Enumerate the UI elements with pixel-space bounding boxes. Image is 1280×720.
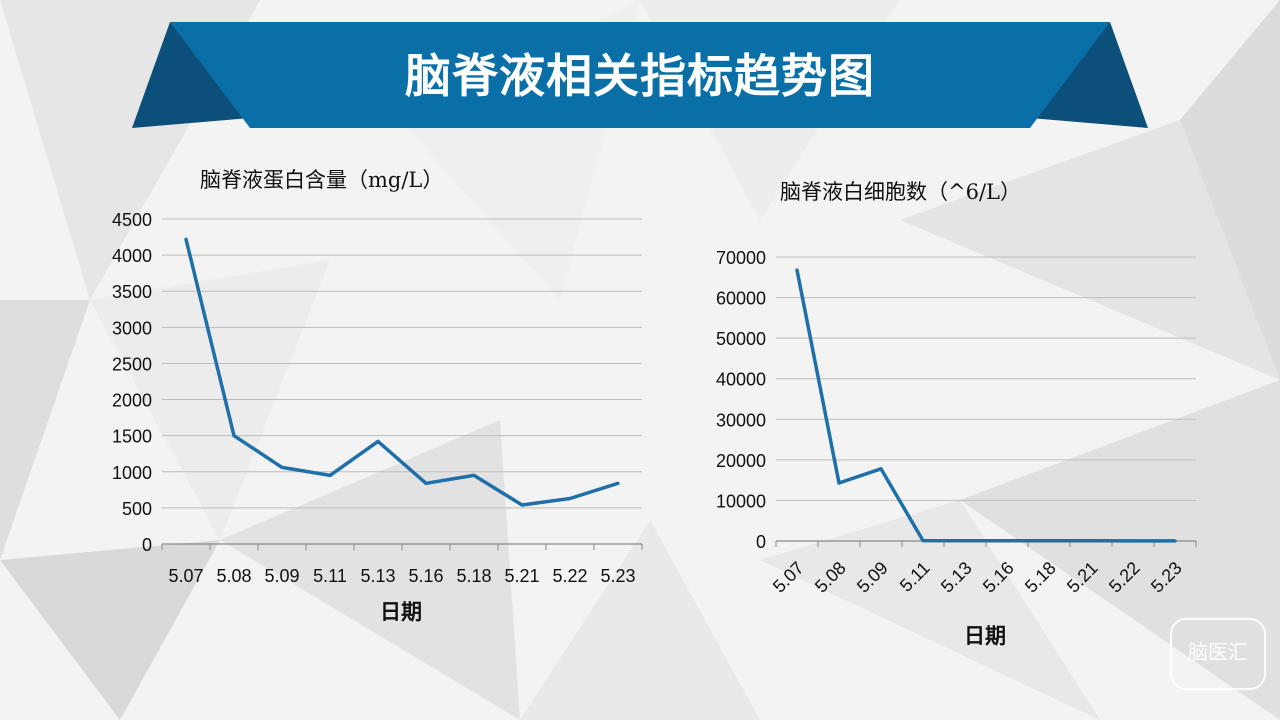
x-tick-label: 5.21: [1063, 558, 1102, 597]
y-tick-label: 10000: [716, 491, 766, 511]
data-point: [568, 496, 572, 501]
x-tick-label: 5.09: [264, 566, 299, 586]
x-tick-label: 5.07: [168, 566, 203, 586]
data-point: [424, 481, 428, 485]
page-title: 脑脊液相关指标趋势图: [405, 49, 875, 103]
y-tick-label: 40000: [716, 370, 766, 390]
data-point: [1089, 539, 1093, 543]
y-tick-label: 3500: [112, 282, 152, 302]
x-tick-label: 5.23: [600, 566, 635, 586]
y-tick-label: 20000: [716, 451, 766, 471]
data-point: [472, 473, 476, 477]
y-tick-label: 60000: [716, 289, 766, 309]
x-tick-label: 5.07: [769, 558, 808, 597]
y-tick-label: 1500: [112, 427, 152, 447]
y-tick-label: 3000: [112, 318, 152, 338]
data-point: [232, 434, 236, 438]
y-tick-label: 4000: [112, 246, 152, 266]
data-point: [376, 439, 380, 444]
x-tick-label: 5.18: [1021, 558, 1060, 597]
data-point: [921, 538, 925, 543]
y-tick-label: 1000: [112, 463, 152, 483]
x-tick-label: 5.11: [313, 566, 347, 586]
data-point: [1005, 539, 1009, 543]
data-point: [1131, 539, 1135, 543]
x-axis-title-protein: 日期: [380, 600, 422, 624]
y-tick-label: 50000: [716, 329, 766, 349]
data-point: [520, 503, 524, 507]
data-point: [616, 481, 620, 485]
x-tick-label: 5.13: [360, 566, 395, 586]
x-tick-label: 5.13: [937, 558, 976, 597]
y-tick-label: 2000: [112, 391, 152, 411]
series-line: [184, 238, 619, 507]
y-tick-label: 500: [122, 499, 152, 519]
x-tick-label: 5.16: [979, 558, 1018, 597]
data-point: [1047, 539, 1051, 543]
data-point: [879, 467, 883, 471]
chart-title-protein: 脑脊液蛋白含量（mg/L）: [200, 168, 444, 192]
data-point: [963, 539, 967, 543]
x-tick-label: 5.09: [853, 558, 892, 597]
x-tick-label: 5.08: [811, 558, 850, 597]
data-point: [184, 237, 188, 241]
y-tick-label: 0: [142, 535, 152, 555]
y-tick-label: 4500: [112, 210, 152, 230]
series-line: [795, 269, 1175, 543]
y-tick-label: 30000: [716, 410, 766, 430]
data-point: [1173, 539, 1177, 543]
data-point: [837, 481, 841, 485]
y-tick-label: 2500: [112, 354, 152, 374]
y-tick-label: 0: [756, 532, 766, 552]
watermark-logo: 脑医汇: [1170, 618, 1266, 690]
title-banner: [132, 22, 1148, 128]
data-point: [328, 473, 332, 477]
x-tick-label: 5.23: [1147, 558, 1186, 597]
chart-title-wbc: 脑脊液白细胞数（^6/L）: [780, 180, 1021, 204]
x-tick-label: 5.21: [504, 566, 539, 586]
y-tick-label: 70000: [716, 248, 766, 268]
data-point: [280, 465, 284, 470]
x-tick-label: 5.22: [1105, 558, 1144, 597]
x-tick-label: 5.18: [456, 566, 491, 586]
x-tick-label: 5.08: [216, 566, 251, 586]
x-axis-title-wbc: 日期: [964, 624, 1006, 648]
x-tick-label: 5.16: [408, 566, 443, 586]
x-tick-label: 5.22: [552, 566, 587, 586]
x-tick-label: 5.11: [896, 558, 934, 596]
data-point: [795, 268, 799, 272]
